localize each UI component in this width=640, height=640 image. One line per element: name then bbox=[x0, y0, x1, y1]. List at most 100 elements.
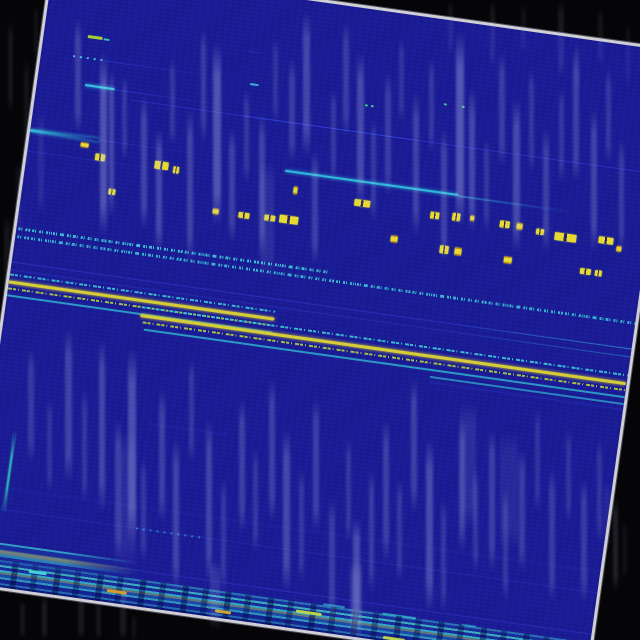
noise-streak bbox=[99, 338, 105, 513]
noise-streak bbox=[441, 498, 446, 613]
noise-streak bbox=[385, 72, 391, 197]
noise-streak bbox=[170, 58, 175, 146]
noise-streak bbox=[8, 20, 13, 115]
noise-streak bbox=[206, 418, 212, 583]
noise-streak bbox=[4, 215, 10, 300]
noise-streak bbox=[426, 438, 433, 613]
noise-streak bbox=[448, 0, 453, 55]
band-speck bbox=[382, 635, 406, 640]
noise-streak bbox=[573, 48, 579, 183]
noise-streak bbox=[397, 478, 402, 583]
signal-dot bbox=[364, 104, 369, 107]
signal-blip bbox=[453, 247, 462, 257]
noise-streak bbox=[456, 32, 464, 227]
noise-streak bbox=[441, 128, 447, 263]
noise-streak bbox=[303, 12, 310, 157]
noise-streak bbox=[187, 108, 193, 263]
noise-streak bbox=[429, 58, 434, 153]
noise-streak bbox=[24, 55, 29, 170]
noise-streak bbox=[331, 88, 336, 183]
noise-streak bbox=[38, 110, 44, 215]
noise-streak bbox=[543, 128, 549, 253]
noise-streak bbox=[613, 498, 618, 593]
noise-streak bbox=[519, 448, 525, 573]
noise-streak bbox=[383, 418, 389, 563]
noise-streak bbox=[626, 22, 630, 88]
noise-streak bbox=[489, 428, 495, 573]
noise-streak bbox=[299, 468, 304, 583]
noise-streak bbox=[371, 118, 376, 223]
noise-streak bbox=[156, 128, 162, 253]
noise-streak bbox=[604, 480, 610, 550]
noise-streak bbox=[460, 400, 476, 530]
noise-streak bbox=[16, 160, 21, 235]
noise-streak bbox=[490, 0, 495, 68]
noise-streak bbox=[313, 398, 319, 533]
noise-streak bbox=[581, 478, 587, 603]
noise-streak bbox=[260, 160, 274, 280]
noise-streak bbox=[100, 52, 107, 237]
noise-streak bbox=[559, 88, 564, 183]
noise-streak bbox=[65, 328, 72, 483]
signal-dot bbox=[443, 103, 447, 106]
noise-streak bbox=[210, 560, 220, 630]
noise-streak bbox=[484, 138, 489, 233]
noise-streak bbox=[399, 38, 404, 123]
noise-streak bbox=[201, 28, 206, 143]
noise-streak bbox=[353, 518, 360, 633]
noise-streak bbox=[500, 430, 518, 550]
noise-streak bbox=[575, 40, 579, 90]
noise-streak bbox=[109, 68, 114, 218]
noise-streak bbox=[535, 408, 540, 513]
noise-streak bbox=[120, 430, 136, 570]
noise-streak bbox=[503, 488, 508, 603]
noise-streak bbox=[34, 5, 38, 60]
noise-streak bbox=[283, 428, 290, 593]
noise-streak bbox=[132, 614, 136, 640]
noise-streak bbox=[369, 468, 374, 593]
signal-blip bbox=[80, 142, 89, 149]
noise-streak bbox=[42, 596, 47, 640]
noise-streak bbox=[120, 588, 126, 640]
noise-streak bbox=[269, 378, 275, 523]
noise-streak bbox=[566, 428, 571, 523]
noise-streak bbox=[20, 600, 25, 638]
noise-streak bbox=[173, 438, 179, 593]
noise-streak bbox=[273, 38, 278, 123]
noise-streak bbox=[221, 478, 226, 593]
noise-streak bbox=[289, 58, 295, 163]
noise-streak bbox=[115, 418, 121, 563]
noise-streak bbox=[549, 468, 555, 603]
noise-streak bbox=[128, 348, 136, 543]
noise-streak bbox=[329, 498, 335, 623]
noise-streak bbox=[47, 398, 52, 493]
signal-blip bbox=[390, 235, 399, 244]
noise-streak bbox=[499, 52, 505, 167]
noise-streak bbox=[558, 0, 564, 78]
signal-blip bbox=[594, 269, 603, 277]
noise-streak bbox=[253, 448, 258, 553]
noise-streak bbox=[411, 378, 417, 513]
noise-streak bbox=[346, 438, 351, 543]
signal-blip bbox=[429, 211, 440, 220]
noise-streak bbox=[413, 92, 419, 237]
signal-dot bbox=[370, 105, 374, 108]
noise-streak bbox=[350, 560, 362, 640]
noise-streak bbox=[622, 520, 627, 580]
noise-streak bbox=[239, 398, 245, 533]
noise-streak bbox=[598, 8, 603, 66]
noise-streak bbox=[606, 68, 611, 163]
noise-streak bbox=[357, 52, 364, 207]
band-speck bbox=[295, 609, 322, 617]
noise-streak bbox=[213, 42, 221, 227]
signal-blip bbox=[172, 166, 180, 174]
noise-streak bbox=[141, 95, 147, 230]
noise-streak bbox=[473, 468, 478, 573]
noise-streak bbox=[244, 88, 249, 183]
noise-streak bbox=[78, 593, 84, 639]
noise-streak bbox=[189, 358, 194, 463]
noise-streak bbox=[513, 98, 520, 253]
